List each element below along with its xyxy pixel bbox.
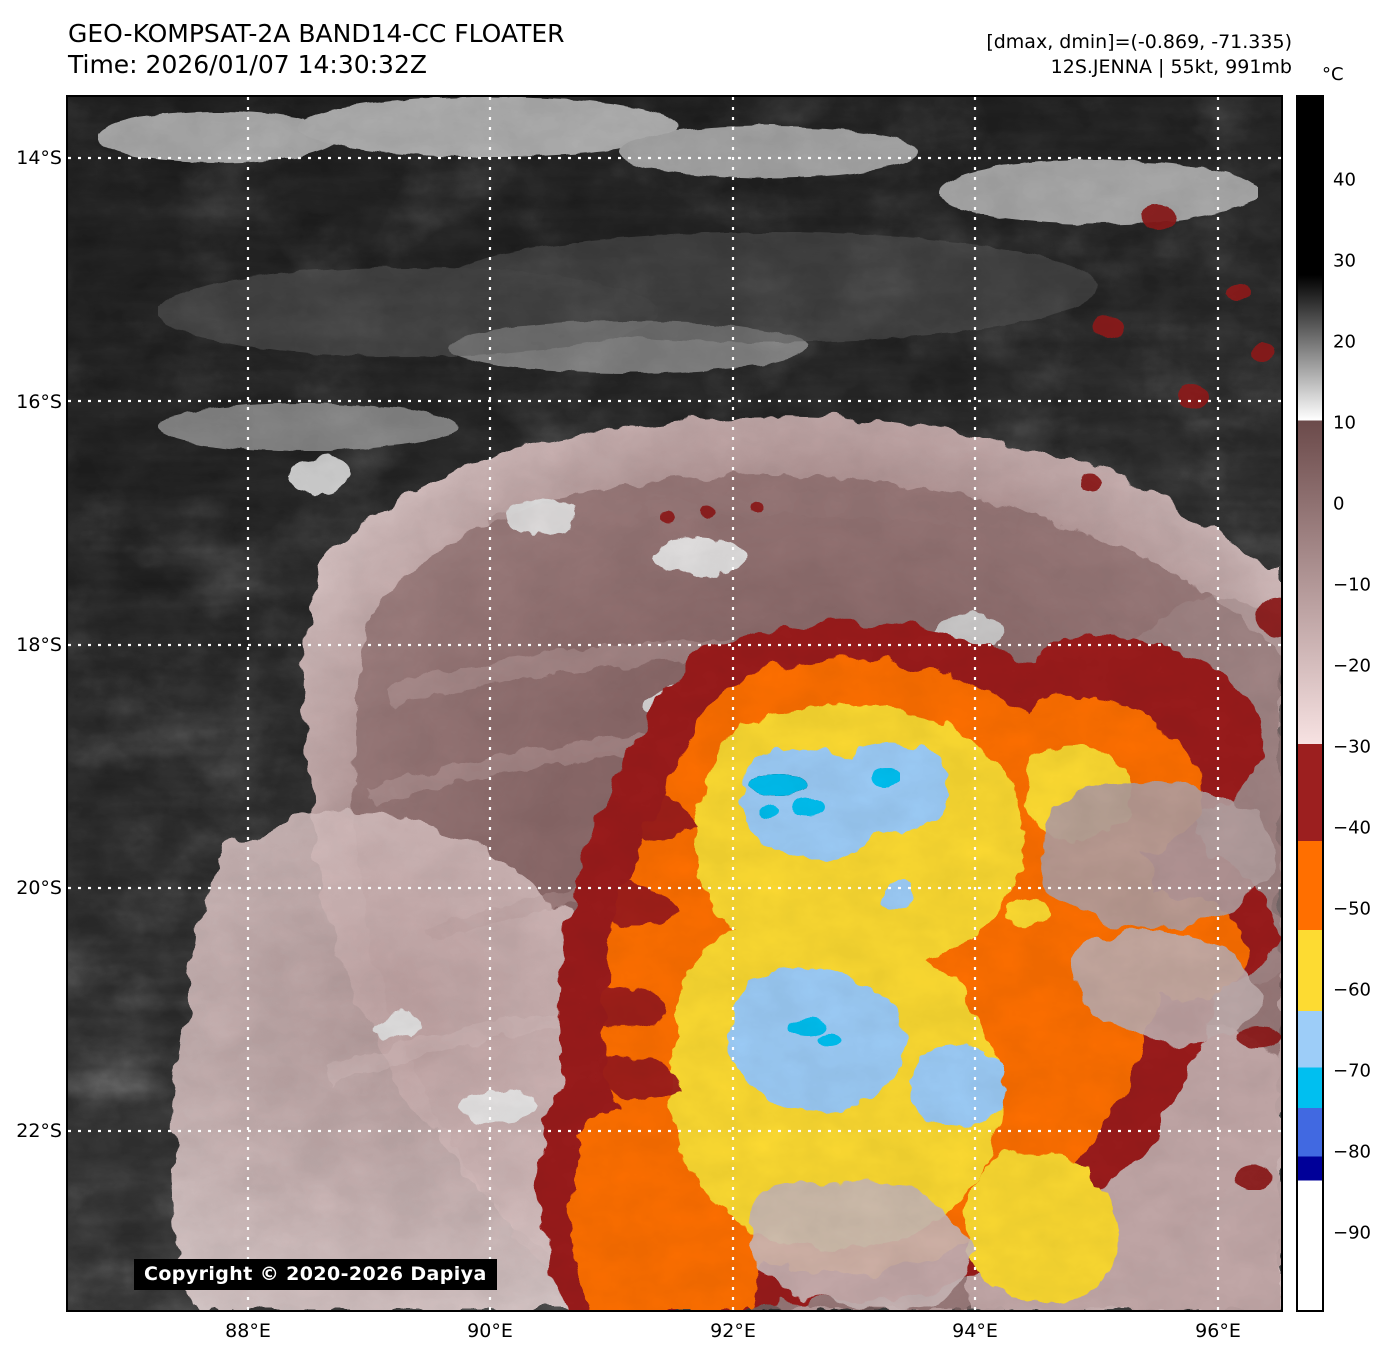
ytick-20s: 20°S — [16, 877, 62, 899]
cbtick-m40: −40 — [1333, 817, 1371, 839]
cbtick-10: 10 — [1333, 412, 1356, 434]
dminmax-label: [dmax, dmin]=(-0.869, -71.335) — [986, 31, 1292, 53]
cbtick-m20: −20 — [1333, 655, 1371, 677]
colorbar-unit-label: °C — [1322, 64, 1344, 85]
satellite-image-plot[interactable]: Copyright © 2020-2026 Dapiya — [66, 95, 1283, 1312]
satellite-imagery — [68, 97, 1281, 1310]
cbtick-0: 0 — [1333, 493, 1345, 515]
ytick-14s: 14°S — [16, 147, 62, 169]
cbtick-m60: −60 — [1333, 979, 1371, 1001]
xtick-96e: 96°E — [1195, 1320, 1241, 1342]
cbtick-m30: −30 — [1333, 736, 1371, 758]
xtick-94e: 94°E — [952, 1320, 998, 1342]
ytick-22s: 22°S — [16, 1120, 62, 1142]
xtick-92e: 92°E — [710, 1320, 756, 1342]
ytick-16s: 16°S — [16, 391, 62, 413]
xtick-90e: 90°E — [467, 1320, 513, 1342]
cbtick-m90: −90 — [1333, 1222, 1371, 1244]
cbtick-m80: −80 — [1333, 1141, 1371, 1163]
metadata-block: [dmax, dmin]=(-0.869, -71.335) 12S.JENNA… — [986, 30, 1292, 80]
cbtick-20: 20 — [1333, 331, 1356, 353]
xtick-88e: 88°E — [225, 1320, 271, 1342]
copyright-badge: Copyright © 2020-2026 Dapiya — [134, 1259, 497, 1290]
temperature-colorbar[interactable] — [1296, 95, 1324, 1312]
ytick-18s: 18°S — [16, 634, 62, 656]
cbtick-m10: −10 — [1333, 574, 1371, 596]
cbtick-40: 40 — [1333, 169, 1356, 191]
cbtick-m50: −50 — [1333, 898, 1371, 920]
title-block: GEO-KOMPSAT-2A BAND14-CC FLOATER Time: 2… — [68, 18, 565, 80]
page-title: GEO-KOMPSAT-2A BAND14-CC FLOATER — [68, 19, 565, 48]
colorbar-gradient — [1298, 97, 1322, 1310]
timestamp-label: Time: 2026/01/07 14:30:32Z — [68, 50, 427, 79]
cbtick-m70: −70 — [1333, 1060, 1371, 1082]
storm-info-label: 12S.JENNA | 55kt, 991mb — [1050, 56, 1292, 78]
cbtick-30: 30 — [1333, 250, 1356, 272]
